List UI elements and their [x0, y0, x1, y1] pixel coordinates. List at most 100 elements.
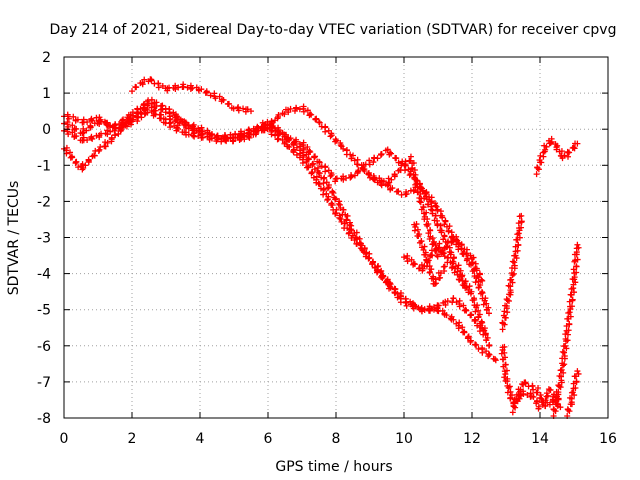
data-point — [568, 395, 575, 402]
data-point — [444, 297, 451, 304]
data-point — [65, 131, 72, 138]
data-point — [187, 85, 194, 92]
data-point — [447, 251, 454, 258]
x-tick-label: 16 — [599, 431, 617, 447]
data-point — [335, 200, 342, 207]
data-point — [431, 281, 438, 288]
data-point — [522, 379, 529, 386]
data-point — [566, 320, 573, 327]
data-point — [463, 250, 470, 257]
data-point — [443, 312, 450, 319]
data-point — [450, 295, 457, 302]
data-point — [561, 349, 568, 356]
data-point — [167, 113, 174, 120]
data-point — [559, 360, 566, 367]
data-point — [244, 106, 251, 113]
data-point — [104, 127, 111, 134]
data-point — [73, 158, 80, 165]
data-point — [564, 406, 571, 413]
data-point — [502, 371, 509, 378]
data-point — [472, 341, 479, 348]
data-point — [437, 274, 444, 281]
data-point — [411, 301, 418, 308]
data-point — [417, 199, 424, 206]
data-point — [96, 134, 103, 141]
data-point — [300, 108, 307, 115]
data-point — [327, 133, 334, 140]
data-point — [429, 235, 436, 242]
data-point — [425, 230, 432, 237]
data-point — [69, 154, 76, 161]
data-point — [559, 348, 566, 355]
data-point — [483, 348, 490, 355]
data-point — [286, 144, 293, 151]
data-point — [565, 309, 572, 316]
data-point — [388, 176, 395, 183]
data-point — [479, 277, 486, 284]
data-point — [473, 267, 480, 274]
data-point — [403, 299, 410, 306]
data-point — [510, 402, 517, 409]
data-point — [482, 330, 489, 337]
data-point — [421, 251, 428, 258]
data-point — [300, 145, 307, 152]
data-point — [401, 254, 407, 261]
data-point — [503, 296, 510, 303]
data-point — [475, 307, 482, 314]
data-point — [139, 79, 146, 86]
data-point — [417, 191, 424, 198]
data-point — [478, 276, 485, 283]
data-point — [548, 138, 555, 145]
data-point — [389, 185, 396, 192]
data-point — [572, 279, 579, 286]
data-point — [275, 111, 282, 118]
data-point — [346, 229, 353, 236]
data-point — [467, 252, 474, 259]
data-point — [459, 281, 466, 288]
data-point — [237, 130, 244, 137]
data-point — [287, 105, 294, 112]
data-point — [328, 171, 335, 178]
data-point — [560, 343, 567, 350]
data-point — [363, 249, 370, 256]
data-point — [293, 105, 300, 112]
data-point — [315, 169, 322, 176]
y-tick-label: -4 — [37, 267, 51, 283]
data-point — [69, 129, 76, 136]
data-point — [107, 128, 114, 135]
data-point — [252, 127, 259, 134]
data-point — [387, 281, 394, 288]
data-point — [312, 153, 319, 160]
y-tick-label: 0 — [42, 122, 51, 138]
data-point — [475, 313, 482, 320]
data-point — [477, 320, 484, 327]
data-point — [310, 160, 317, 167]
x-tick-label: 8 — [332, 431, 341, 447]
data-point — [232, 131, 239, 138]
data-point — [561, 352, 568, 359]
data-point — [246, 131, 253, 138]
data-point — [508, 270, 515, 277]
data-point — [568, 285, 575, 292]
data-point — [108, 136, 115, 143]
data-point — [332, 178, 339, 185]
data-point — [546, 401, 553, 408]
data-point — [436, 244, 443, 251]
data-point — [544, 392, 551, 399]
data-point — [349, 152, 356, 159]
data-point — [516, 234, 523, 241]
data-point — [473, 304, 480, 311]
data-point — [281, 111, 288, 118]
data-point — [167, 124, 174, 131]
data-point — [410, 160, 417, 167]
data-point — [344, 212, 351, 219]
x-tick-label: 0 — [60, 431, 69, 447]
data-point — [446, 223, 453, 230]
data-point — [410, 188, 417, 195]
data-point — [338, 218, 345, 225]
data-point — [340, 206, 347, 213]
data-point — [570, 144, 577, 151]
data-point — [483, 337, 490, 344]
data-point — [305, 164, 312, 171]
